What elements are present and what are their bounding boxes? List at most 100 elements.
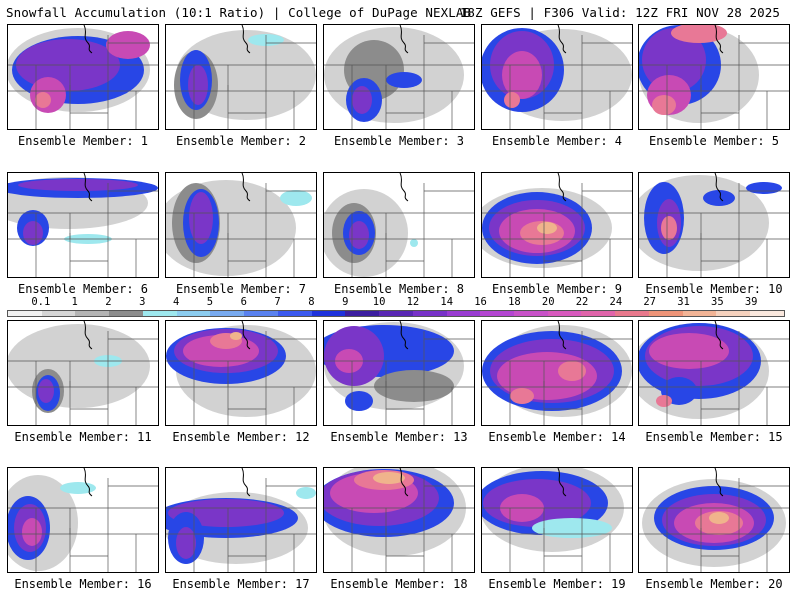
ensemble-map-12 bbox=[165, 320, 317, 426]
colorbar-segment bbox=[210, 311, 245, 316]
snowfall-contour bbox=[709, 512, 729, 524]
colorbar-tick: 7 bbox=[274, 296, 281, 308]
snowfall-field bbox=[639, 468, 789, 572]
colorbar-segment bbox=[109, 311, 143, 316]
snowfall-field bbox=[324, 173, 474, 277]
member-label: Ensemble Member: 8 bbox=[333, 282, 465, 296]
colorbar-tick: 31 bbox=[677, 296, 690, 308]
ensemble-map-9 bbox=[481, 172, 633, 278]
colorbar-segment bbox=[682, 311, 717, 316]
ensemble-map-15 bbox=[638, 320, 790, 426]
snowfall-field bbox=[324, 468, 474, 572]
member-label: Ensemble Member: 19 bbox=[488, 577, 626, 591]
river-line bbox=[241, 468, 251, 497]
member-label: Ensemble Member: 3 bbox=[333, 134, 465, 148]
snowfall-contour bbox=[510, 388, 534, 404]
colorbar-segment bbox=[750, 311, 784, 316]
ensemble-map-6 bbox=[7, 172, 159, 278]
ensemble-map-1 bbox=[7, 24, 159, 130]
colorbar-tick: 18 bbox=[508, 296, 521, 308]
snowfall-field bbox=[166, 173, 316, 277]
run-valid-time: 18Z GEFS | F306 Valid: 12Z FRI NOV 28 20… bbox=[459, 5, 780, 20]
snowfall-field bbox=[639, 321, 789, 425]
snowfall-contour bbox=[374, 370, 454, 402]
snowfall-contour bbox=[410, 239, 418, 247]
snowfall-field bbox=[166, 468, 316, 572]
snowfall-contour bbox=[176, 527, 196, 559]
colorbar-segment bbox=[142, 311, 177, 316]
snowfall-contour bbox=[746, 182, 782, 194]
colorbar-tick: 3 bbox=[139, 296, 146, 308]
snowfall-contour bbox=[537, 222, 557, 234]
member-label: Ensemble Member: 4 bbox=[491, 134, 623, 148]
colorbar-segment bbox=[480, 311, 515, 316]
colorbar-segment bbox=[379, 311, 413, 316]
colorbar-tick: 5 bbox=[206, 296, 214, 308]
snowfall-contour bbox=[106, 31, 150, 59]
colorbar-segment bbox=[244, 311, 278, 316]
colorbar-tick: 24 bbox=[609, 296, 623, 308]
snowfall-contour bbox=[296, 487, 316, 499]
member-label: Ensemble Member: 6 bbox=[17, 282, 149, 296]
colorbar-tick: 9 bbox=[342, 296, 349, 308]
colorbar-segment bbox=[345, 311, 380, 316]
snowfall-field bbox=[8, 173, 158, 277]
river-line bbox=[399, 321, 409, 350]
colorbar-tick: 4 bbox=[172, 296, 180, 308]
river-line bbox=[83, 468, 93, 497]
snowfall-contour bbox=[38, 379, 54, 403]
snowfall-contour bbox=[502, 51, 542, 99]
snowfall-contour bbox=[188, 65, 208, 105]
colorbar-segment bbox=[176, 311, 211, 316]
snowfall-contour bbox=[373, 472, 405, 484]
colorbar-tick: 20 bbox=[541, 296, 555, 308]
colorbar-tick: 0.1 bbox=[31, 296, 51, 308]
ensemble-map-13 bbox=[323, 320, 475, 426]
river-line bbox=[714, 468, 724, 497]
member-label: Ensemble Member: 13 bbox=[330, 430, 468, 444]
ensemble-map-10 bbox=[638, 172, 790, 278]
snowfall-field bbox=[482, 25, 632, 129]
snowfall-field bbox=[639, 25, 789, 129]
colorbar-tick: 12 bbox=[406, 296, 420, 308]
colorbar-segment bbox=[716, 311, 751, 316]
ensemble-map-5 bbox=[638, 24, 790, 130]
ensemble-map-14 bbox=[481, 320, 633, 426]
colorbar-tick: 14 bbox=[440, 296, 454, 308]
ensemble-map-3 bbox=[323, 24, 475, 130]
snowfall-contour bbox=[671, 25, 727, 43]
snowfall-contour bbox=[642, 28, 706, 92]
colorbar-segment bbox=[277, 311, 312, 316]
snowfall-contour bbox=[345, 391, 373, 411]
chart-title: Snowfall Accumulation (10:1 Ratio) | Col… bbox=[6, 5, 472, 20]
colorbar-tick: 1 bbox=[71, 296, 78, 308]
member-label: Ensemble Member: 11 bbox=[14, 430, 152, 444]
colorbar-tick: 16 bbox=[474, 296, 487, 308]
snowfall-contour bbox=[349, 221, 369, 249]
snowfall-contour bbox=[60, 482, 96, 494]
river-line bbox=[83, 25, 93, 54]
snowfall-contour bbox=[18, 179, 138, 191]
colorbar-tick: 22 bbox=[575, 296, 589, 308]
member-label: Ensemble Member: 7 bbox=[175, 282, 307, 296]
ensemble-map-8 bbox=[323, 172, 475, 278]
member-label: Ensemble Member: 12 bbox=[172, 430, 310, 444]
river-line bbox=[83, 173, 93, 202]
colorbar-segment bbox=[648, 311, 683, 316]
ensemble-map-17 bbox=[165, 467, 317, 573]
snowfall-contour bbox=[8, 324, 150, 408]
ensemble-map-4 bbox=[481, 24, 633, 130]
colorbar-tick: 8 bbox=[308, 296, 315, 308]
snowfall-contour bbox=[189, 192, 213, 244]
snowfall-contour bbox=[649, 333, 729, 369]
snowfall-field bbox=[324, 25, 474, 129]
member-label: Ensemble Member: 14 bbox=[488, 430, 626, 444]
colorbar-segment bbox=[581, 311, 616, 316]
snowfall-field bbox=[166, 321, 316, 425]
ensemble-map-18 bbox=[323, 467, 475, 573]
member-label: Ensemble Member: 18 bbox=[330, 577, 468, 591]
river-line bbox=[557, 321, 567, 350]
colorbar-segment bbox=[615, 311, 649, 316]
ensemble-map-16 bbox=[7, 467, 159, 573]
ensemble-map-20 bbox=[638, 467, 790, 573]
